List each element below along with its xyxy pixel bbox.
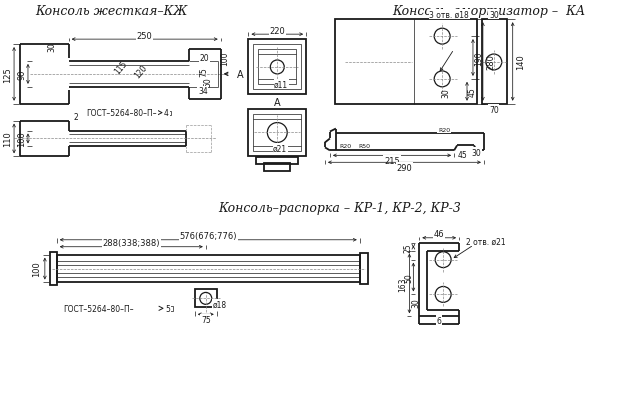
- Text: 140: 140: [516, 55, 525, 70]
- Text: 50: 50: [204, 77, 212, 86]
- Text: 45: 45: [468, 87, 477, 97]
- Text: 75: 75: [199, 67, 208, 76]
- Text: 288(338;388): 288(338;388): [103, 239, 160, 248]
- Bar: [168, 306, 173, 311]
- Text: А: А: [237, 70, 243, 80]
- Bar: [57, 255, 360, 283]
- Bar: [256, 158, 298, 165]
- Text: Консоль–амортизатор –  КА: Консоль–амортизатор – КА: [392, 5, 586, 18]
- Text: 5: 5: [165, 304, 170, 313]
- Bar: [167, 112, 171, 115]
- Text: 100: 100: [220, 52, 229, 66]
- Text: 70: 70: [489, 106, 499, 115]
- Text: 115: 115: [114, 59, 130, 76]
- Text: 2: 2: [73, 113, 78, 122]
- Bar: [248, 40, 306, 95]
- Text: 75: 75: [201, 315, 211, 324]
- Text: 110: 110: [3, 131, 11, 147]
- Text: R50: R50: [359, 144, 371, 149]
- Text: ГОСТ–5264–80–П–: ГОСТ–5264–80–П–: [64, 304, 135, 313]
- Text: 34: 34: [198, 87, 207, 96]
- Bar: [360, 253, 367, 285]
- Bar: [248, 109, 306, 157]
- Bar: [264, 164, 290, 172]
- Text: 120: 120: [133, 63, 149, 80]
- Text: 20: 20: [200, 53, 210, 62]
- Text: 30: 30: [489, 11, 499, 20]
- Text: R20: R20: [340, 144, 352, 149]
- Bar: [50, 252, 57, 286]
- Text: 280: 280: [486, 55, 495, 70]
- Text: 100: 100: [33, 261, 41, 277]
- Text: Консоль жесткая–КЖ: Консоль жесткая–КЖ: [35, 5, 188, 18]
- Bar: [253, 114, 301, 152]
- Text: 163: 163: [398, 277, 407, 291]
- Text: R20: R20: [438, 128, 450, 133]
- Text: 30: 30: [412, 298, 421, 308]
- Text: 250: 250: [137, 31, 152, 40]
- Text: 30: 30: [471, 149, 481, 157]
- Text: 290: 290: [397, 164, 412, 172]
- Bar: [335, 20, 477, 104]
- Text: 25: 25: [404, 242, 413, 252]
- Bar: [482, 20, 507, 104]
- Bar: [253, 45, 301, 90]
- Text: 4: 4: [164, 109, 169, 118]
- Text: 46: 46: [434, 230, 445, 239]
- Text: 576(676;776): 576(676;776): [179, 232, 237, 241]
- Text: 2 отв. ø21: 2 отв. ø21: [466, 237, 506, 246]
- Text: 100: 100: [17, 131, 27, 147]
- Text: 190: 190: [475, 51, 484, 66]
- Text: 90: 90: [17, 69, 27, 80]
- Text: А: А: [274, 97, 281, 107]
- Text: 3 отв. ø18: 3 отв. ø18: [429, 11, 469, 20]
- Text: Консоль–распорка – КР-1, КР-2, КР-3: Консоль–распорка – КР-1, КР-2, КР-3: [218, 202, 461, 214]
- Text: 220: 220: [269, 26, 285, 36]
- Text: 30: 30: [441, 88, 450, 97]
- Text: 215: 215: [384, 157, 400, 166]
- Text: ø21: ø21: [273, 145, 287, 154]
- Text: 125: 125: [3, 67, 11, 83]
- Text: ø11: ø11: [274, 80, 288, 89]
- Text: ГОСТ–5264–80–П–: ГОСТ–5264–80–П–: [87, 109, 157, 118]
- Text: 50: 50: [404, 273, 413, 282]
- Bar: [195, 290, 217, 308]
- Text: 45: 45: [457, 150, 467, 159]
- Text: 6: 6: [437, 316, 441, 325]
- Bar: [258, 50, 296, 85]
- Text: 30: 30: [47, 42, 56, 52]
- Text: ø18: ø18: [212, 300, 227, 309]
